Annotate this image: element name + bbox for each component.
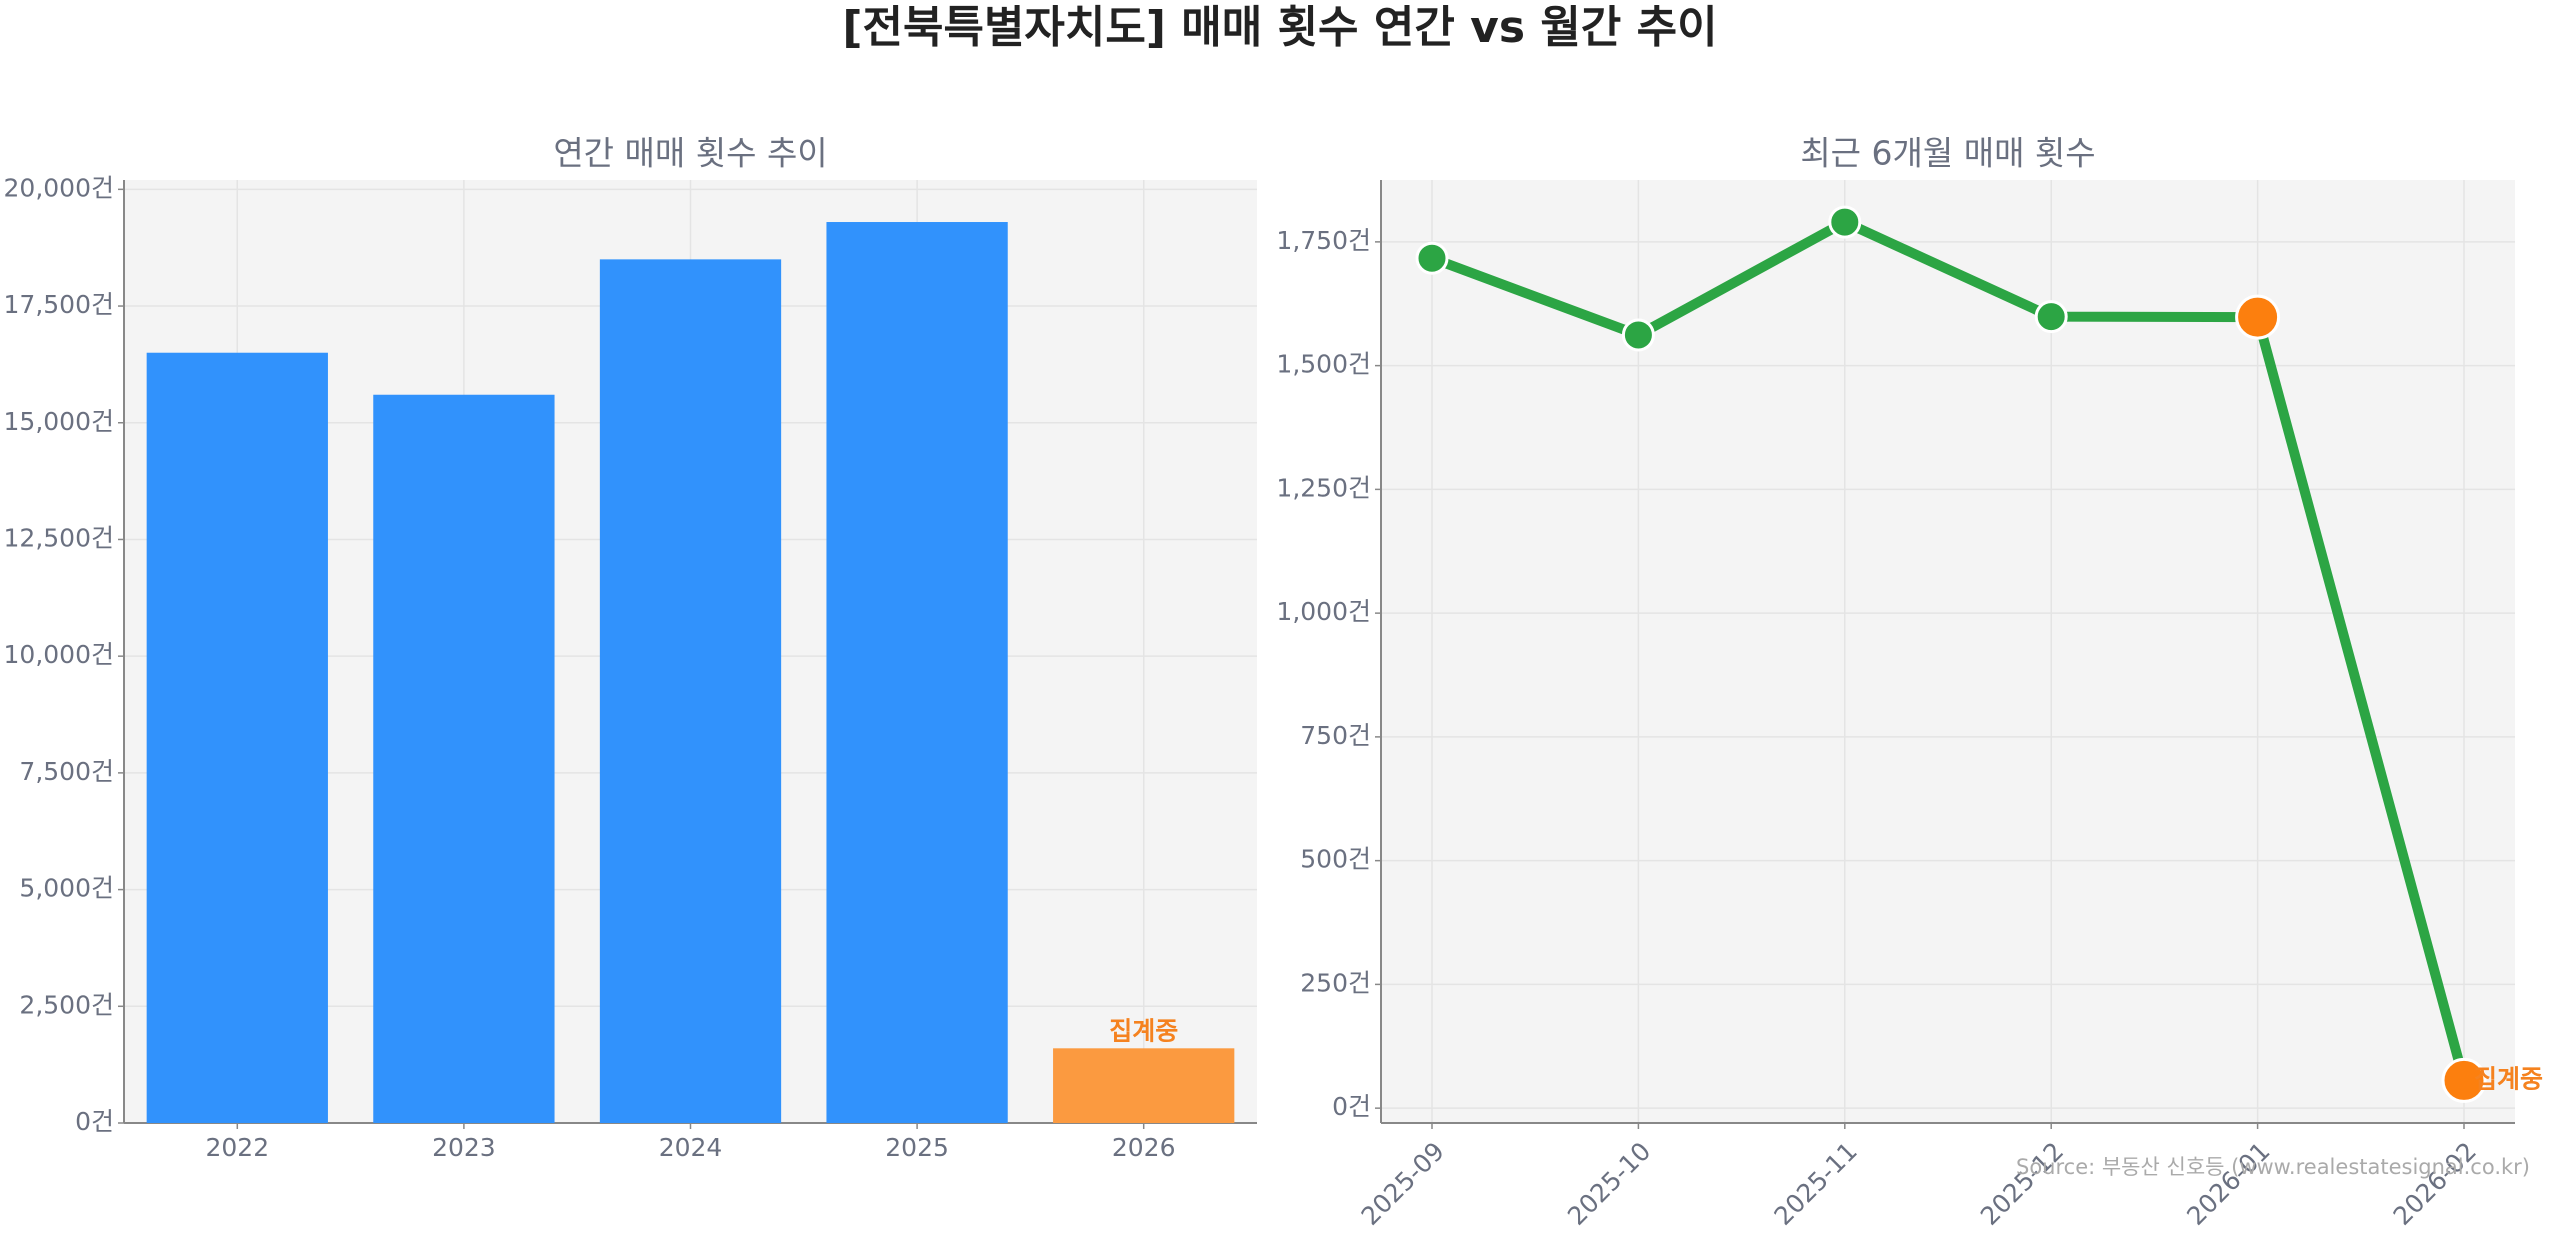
point: [1621, 318, 1655, 352]
x-tick-label: 2022: [205, 1133, 269, 1162]
y-tick-label: 20,000건: [4, 173, 114, 202]
chart-title: 최근 6개월 매매 횟수: [1800, 134, 2095, 173]
y-tick-label: 1,250건: [1276, 473, 1371, 502]
bar: [826, 222, 1008, 1124]
x-tick-label: 2024: [659, 1133, 723, 1162]
x-tick-label: 2026: [1112, 1133, 1176, 1162]
annotation: 집계중: [2474, 1064, 2543, 1093]
point: [2235, 294, 2281, 340]
x-tick-label: 2026-02: [2388, 1137, 2482, 1231]
point: [2034, 300, 2068, 334]
bar: [373, 394, 555, 1124]
point: [1828, 205, 1862, 239]
source-note: Source: 부동산 신호등 (www.realestatesignal.co…: [2016, 1155, 2530, 1179]
y-tick-label: 0건: [1332, 1092, 1371, 1121]
bar: [599, 259, 782, 1123]
annotation: 집계중: [1109, 1016, 1178, 1045]
x-tick-label: 2025-10: [1562, 1137, 1656, 1231]
y-tick-label: 12,500건: [4, 523, 114, 552]
x-tick-label: 2025-12: [1975, 1137, 2069, 1231]
line: [1430, 217, 2469, 1082]
x-tick-label: 2023: [432, 1133, 496, 1162]
point: [2441, 1057, 2487, 1103]
y-tick-label: 10,000건: [4, 640, 114, 669]
y-tick-label: 17,500건: [4, 290, 114, 319]
y-tick-label: 15,000건: [4, 407, 114, 436]
y-tick-label: 750건: [1300, 721, 1371, 750]
plot-area: [1381, 180, 2515, 1123]
y-tick-label: 5,000건: [19, 874, 114, 903]
x-tick-label: 2025: [885, 1133, 949, 1162]
figure-title: [전북특별자치도] 매매 횟수 연간 vs 월간 추이: [842, 2, 1717, 53]
y-tick-label: 2,500건: [19, 990, 114, 1019]
bar: [1053, 1048, 1235, 1123]
bar: [146, 352, 328, 1123]
y-tick-label: 1,750건: [1276, 226, 1371, 255]
chart-title: 연간 매매 횟수 추이: [553, 134, 827, 173]
x-tick-label: 2026-01: [2181, 1137, 2275, 1231]
y-tick-label: 1,500건: [1276, 350, 1371, 379]
y-tick-label: 7,500건: [19, 757, 114, 786]
y-tick-label: 1,000건: [1276, 597, 1371, 626]
point: [1415, 241, 1449, 275]
x-tick-label: 2025-11: [1768, 1137, 1862, 1231]
y-tick-label: 500건: [1300, 845, 1371, 874]
y-tick-label: 250건: [1300, 968, 1371, 997]
y-tick-label: 0건: [75, 1107, 114, 1136]
x-tick-label: 2025-09: [1356, 1137, 1450, 1231]
